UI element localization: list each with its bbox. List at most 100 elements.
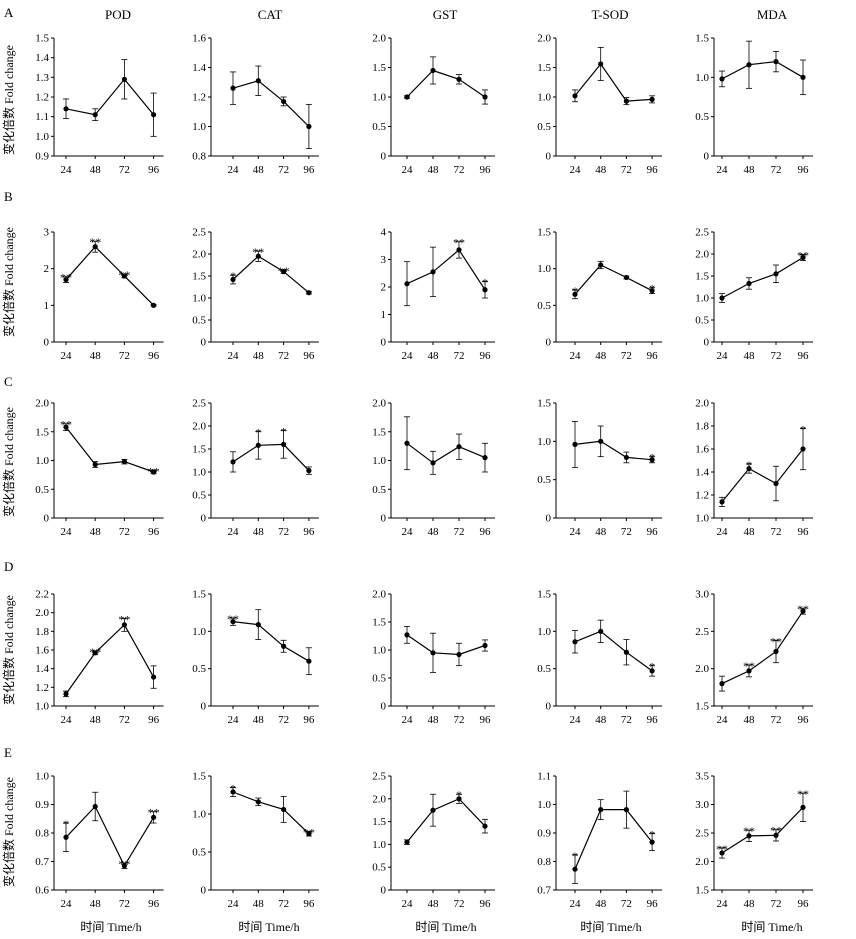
- data-point: [623, 807, 630, 813]
- y-tick-label: 0.9: [35, 799, 49, 811]
- data-point: [773, 832, 779, 838]
- data-point: [430, 650, 436, 656]
- x-tick-label: 72: [454, 526, 465, 538]
- y-tick-label: 0.5: [537, 474, 551, 486]
- y-tick-label: 2.0: [372, 398, 386, 410]
- panel-etsod: 0.7 0.8 0.9 1.0 1.1 24 48 72 96 * *: [537, 771, 663, 910]
- x-tick-label: 72: [771, 164, 782, 176]
- col-title-cat: CAT: [258, 7, 283, 22]
- data-point: [623, 98, 630, 104]
- x-tick-label: 96: [148, 898, 160, 910]
- series-line: [721, 610, 804, 685]
- panel-dmda: 1.5 2.0 2.5 3.0 24 48 72 96 ** ** **: [695, 589, 813, 726]
- y-tick-label: 0.7: [537, 885, 551, 897]
- data-point: [63, 834, 69, 840]
- data-point: [746, 668, 752, 674]
- significance-marker: **: [89, 645, 101, 659]
- x-tick-label: 72: [621, 526, 632, 538]
- y-axis-labels: 变化倍数 Fold change 变化倍数 Fold change 变化倍数 F…: [1, 45, 16, 887]
- x-tick-label: 72: [278, 164, 289, 176]
- data-point: [572, 291, 578, 297]
- data-point: [306, 123, 312, 130]
- x-tick-label: 96: [303, 714, 315, 726]
- y-tick-label: 2.0: [537, 33, 551, 45]
- x-tick-label: 48: [90, 350, 102, 362]
- y-tick-label: 1.5: [695, 885, 709, 897]
- y-tick-label: 0.8: [537, 856, 551, 868]
- y-tick-label: 1.5: [192, 444, 206, 456]
- y-tick-label: 2.0: [372, 589, 386, 601]
- x-tick-label: 24: [228, 350, 240, 362]
- data-point: [281, 98, 287, 105]
- y-tick-label: 0: [44, 337, 50, 349]
- x-tick-label: 72: [771, 526, 782, 538]
- y-tick-label: 0.5: [192, 847, 206, 859]
- y-tick-label: 1.4: [35, 663, 49, 675]
- y-tick-label: 2: [381, 282, 387, 294]
- data-point: [746, 833, 752, 839]
- x-tick-label: 96: [798, 526, 810, 538]
- data-point: [281, 269, 287, 275]
- xlabel-col-2: 时间 Time/h: [238, 920, 299, 934]
- y-tick-label: 1.5: [537, 227, 551, 239]
- x-tick-label: 72: [278, 898, 289, 910]
- significance-marker: **: [118, 612, 130, 626]
- data-point: [456, 651, 462, 658]
- y-tick-label: 1.2: [35, 682, 49, 694]
- y-tick-label: 1.5: [372, 62, 386, 74]
- y-tick-label: 0: [546, 337, 552, 349]
- x-tick-label: 24: [570, 526, 582, 538]
- y-tick-label: 0.5: [192, 663, 206, 675]
- y-tick-label: 2.0: [372, 793, 386, 805]
- data-point: [230, 85, 236, 91]
- x-tick-label: 72: [454, 898, 465, 910]
- x-tick-label: 24: [228, 526, 240, 538]
- significance-marker: **: [278, 264, 290, 278]
- x-tick-label: 72: [621, 164, 632, 176]
- series-line: [406, 442, 486, 464]
- y-tick-label: 1.0: [537, 436, 551, 448]
- x-tick-label: 96: [303, 164, 315, 176]
- xlabel-col-4: 时间 Time/h: [580, 920, 641, 934]
- row-letter-b: B: [4, 189, 13, 204]
- panel-acat: 0.8 1.0 1.2 1.4 1.6 24 48 72 96: [192, 33, 319, 176]
- data-point: [151, 814, 157, 820]
- data-point: [121, 863, 127, 869]
- y-tick-label: 0.5: [537, 300, 551, 312]
- data-point: [482, 823, 488, 829]
- significance-marker: *: [572, 849, 578, 863]
- y-tick-label: 2.0: [372, 33, 386, 45]
- x-tick-label: 96: [647, 898, 659, 910]
- y-tick-label: 0: [381, 513, 387, 525]
- x-tick-label: 24: [717, 898, 729, 910]
- significance-marker: **: [148, 464, 160, 478]
- x-tick-label: 24: [570, 350, 582, 362]
- significance-marker: *: [649, 660, 655, 674]
- x-tick-label: 48: [253, 714, 265, 726]
- x-tick-label: 96: [480, 714, 492, 726]
- x-tick-label: 72: [278, 714, 289, 726]
- series-line: [721, 806, 804, 854]
- y-tick-label: 1.0: [695, 293, 709, 305]
- y-tick-label: 2.5: [192, 227, 206, 239]
- x-tick-label: 24: [61, 898, 73, 910]
- y-tick-label: 0: [201, 513, 207, 525]
- data-point: [121, 76, 127, 82]
- panel-agst: 0 0.5 1.0 1.5 2.0 24 48 72 96: [372, 33, 495, 176]
- data-point: [281, 806, 287, 813]
- y-tick-label: 0: [381, 151, 387, 163]
- x-tick-label: 24: [570, 714, 582, 726]
- x-tick-label: 96: [647, 164, 659, 176]
- x-tick-label: 96: [647, 526, 659, 538]
- data-point: [598, 262, 604, 268]
- y-tick-label: 0: [546, 701, 552, 713]
- x-tick-label: 48: [253, 526, 265, 538]
- y-tick-label: 1.5: [537, 62, 551, 74]
- series-line: [65, 78, 155, 116]
- series-line: [232, 621, 310, 662]
- series-line: [406, 634, 486, 656]
- y-tick-label: 1.8: [695, 421, 709, 433]
- series-line: [232, 443, 310, 472]
- x-tick-label: 24: [402, 898, 414, 910]
- significance-marker: *: [456, 788, 462, 802]
